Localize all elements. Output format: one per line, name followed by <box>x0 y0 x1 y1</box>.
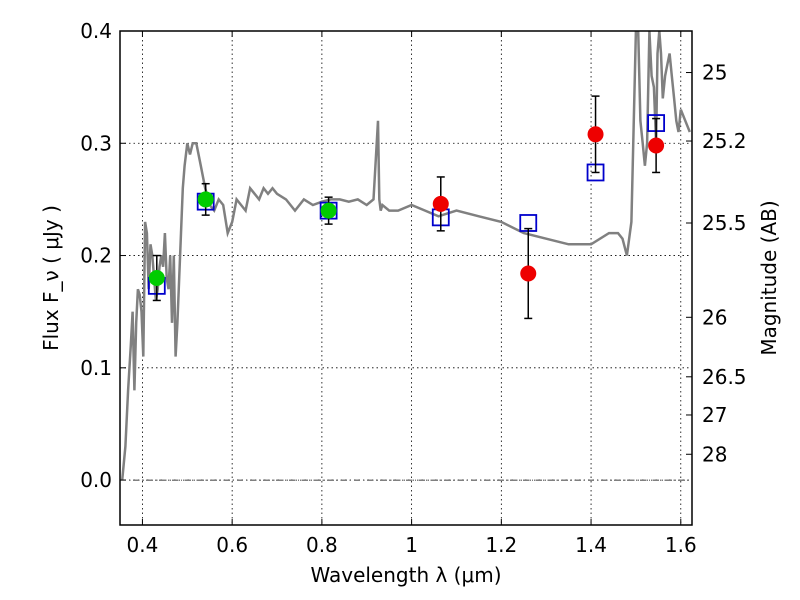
mag-tick-label: 26.5 <box>702 365 747 389</box>
mag-tick-label: 25.5 <box>702 211 747 235</box>
nir-point <box>432 195 449 212</box>
spectrum-line <box>120 31 691 481</box>
x-tick-label: 0.6 <box>216 533 248 557</box>
y-tick-label: 0.3 <box>80 131 112 155</box>
optical-point <box>197 191 214 208</box>
optical-point <box>148 270 165 286</box>
x-tick-label: 1.2 <box>485 533 517 557</box>
nir-point <box>587 126 604 143</box>
mag-tick-label: 28 <box>702 442 727 466</box>
y-tick-label: 0.4 <box>80 19 112 43</box>
x-tick-label: 1.6 <box>665 533 697 557</box>
y-axis-label: Flux F_ν ( μJy ) <box>39 205 63 351</box>
mag-tick-label: 25 <box>702 61 727 85</box>
y2-axis-label: Magnitude (AB) <box>757 200 781 355</box>
y-tick-label: 0.2 <box>80 244 112 268</box>
mag-tick-label: 27 <box>702 403 727 427</box>
nir-point <box>520 265 537 282</box>
x-tick-label: 1.4 <box>575 533 607 557</box>
axis-ticks: 0.4 0.6 0.8 1 1.2 1.4 1.6 0.0 0.1 0.2 0.3 0.4 25 25.2… <box>80 19 746 557</box>
plot-frame <box>119 30 693 526</box>
x-tick-label: 0.4 <box>127 533 159 557</box>
plot-area <box>120 31 691 481</box>
y-tick-label: 0.0 <box>80 468 112 492</box>
mag-tick-label: 26 <box>702 305 727 329</box>
mag-tick-label: 25.2 <box>702 129 747 153</box>
x-tick-label: 1 <box>405 533 418 557</box>
x-axis-label: Wavelength λ (μm) <box>310 563 501 587</box>
y-tick-label: 0.1 <box>80 356 112 380</box>
x-tick-label: 0.8 <box>306 533 338 557</box>
grid <box>120 30 692 525</box>
optical-point <box>320 202 337 219</box>
nir-point <box>648 137 665 154</box>
